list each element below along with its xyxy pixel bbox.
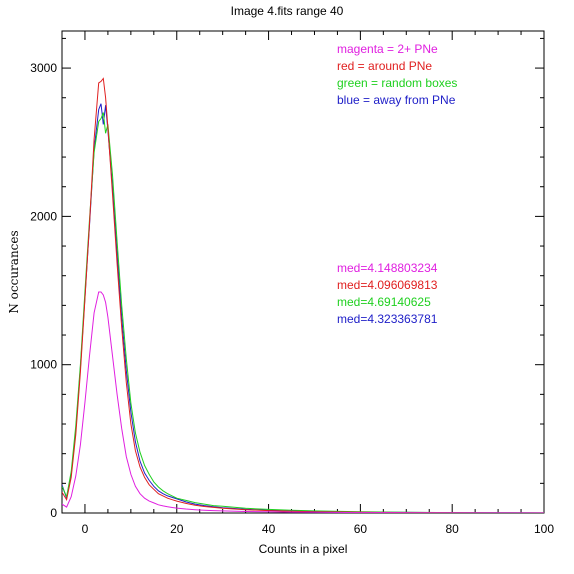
y-tick-label: 1000 [30,358,57,372]
x-axis-label: Counts in a pixel [259,542,348,556]
y-tick-label: 0 [50,506,57,520]
x-tick-label: 40 [262,522,276,536]
legend-entry: blue = away from PNe [337,93,456,107]
x-tick-label: 20 [170,522,184,536]
series-line-2 [62,77,544,513]
x-tick-label: 60 [354,522,368,536]
median-annotation: med=4.69140625 [337,295,431,309]
y-tick-label: 3000 [30,61,57,75]
y-tick-label: 2000 [30,209,57,223]
x-tick-label: 100 [534,522,554,536]
series-line-0 [62,103,544,513]
y-axis-label: N occurances [7,230,21,313]
series-layer [62,77,544,513]
legend: magenta = 2+ PNe red = around PNe green = … [337,42,457,107]
legend-entry: magenta = 2+ PNe [337,42,438,56]
plot-frame [61,30,545,514]
legend-entry: red = around PNe [337,59,432,73]
chart-title: Image 4.fits range 40 [231,4,344,18]
median-annotation: med=4.096069813 [337,278,438,292]
legend-entry: green = random boxes [337,76,457,90]
x-tick-label: 0 [82,522,89,536]
x-tick-label: 80 [446,522,460,536]
median-annotations: med=4.148803234 med=4.096069813 med=4.6914… [337,261,438,326]
median-annotation: med=4.148803234 [337,261,438,275]
median-annotation: med=4.323363781 [337,312,438,326]
series-line-3 [62,291,544,513]
series-line-1 [62,112,544,513]
